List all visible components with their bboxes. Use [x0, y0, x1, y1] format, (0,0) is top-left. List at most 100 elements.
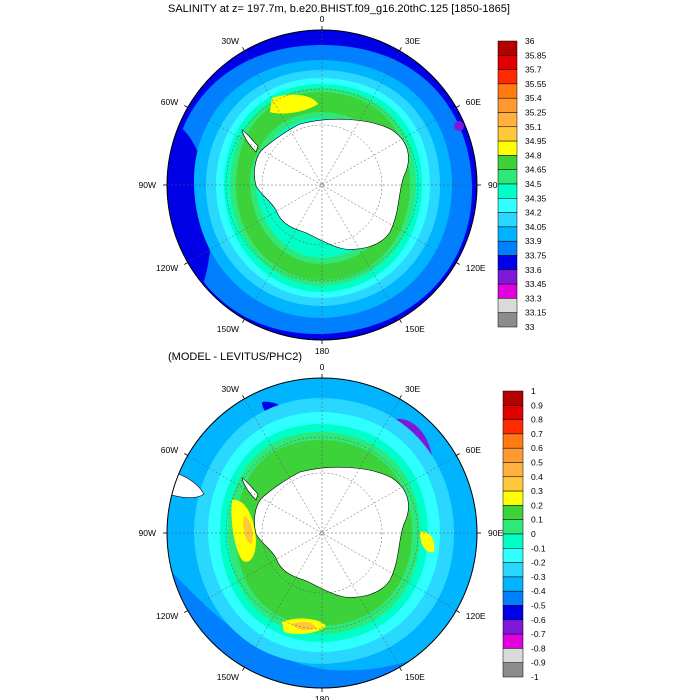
latitude-ring-60-bottom	[225, 436, 419, 630]
bottom-colorbar-swatch	[502, 648, 524, 663]
bottom-colorbar-label: 0.2	[531, 500, 543, 510]
latitude-ring-70-bottom	[261, 472, 383, 594]
bottom-colorbar-label: 0.1	[531, 515, 543, 525]
bottom-colorbar-swatch	[502, 405, 524, 420]
top-colorbar-label: 34.95	[525, 136, 547, 146]
top-lon-label: 150W	[217, 324, 239, 334]
bottom-colorbar-swatch	[502, 662, 524, 678]
top-colorbar-label: 34.8	[525, 150, 542, 160]
top-colorbar-label: 34.5	[525, 179, 542, 189]
bottom-colorbar: 1 0.9 0.8 0.7 0.6 0.5 0.4 0.3 0.2 0.1 0 -0.1 -0.2 -0.…	[502, 386, 546, 682]
bottom-colorbar-swatch	[502, 519, 524, 535]
top-colorbar-label: 35.4	[525, 93, 542, 103]
top-colorbar-label: 33	[525, 322, 535, 332]
top-map-title: SALINITY at z= 197.7m, b.e20.BHIST.f09_g…	[168, 3, 510, 15]
top-colorbar-label: 33.3	[525, 293, 542, 303]
bottom-lon-label: 120E	[466, 611, 486, 621]
bottom-map-title: (MODEL - LEVITUS/PHC2)	[168, 351, 303, 363]
bottom-colorbar-swatch	[502, 462, 524, 478]
top-colorbar-label: 35.1	[525, 122, 542, 132]
diff-max-west-core	[243, 516, 253, 544]
top-lon-label: 90E	[488, 180, 503, 190]
bottom-colorbar-label: 0.5	[531, 458, 543, 468]
bottom-colorbar-label: 0	[531, 529, 536, 539]
bottom-colorbar-swatch	[502, 633, 524, 649]
bottom-colorbar-label: -0.9	[531, 658, 546, 668]
bottom-colorbar-swatch	[502, 476, 524, 492]
top-colorbar-label: 35.85	[525, 50, 547, 60]
top-colorbar-label: 34.65	[525, 165, 547, 175]
top-lon-label: 60E	[466, 97, 481, 107]
antarctica-land	[254, 118, 409, 250]
top-colorbar-swatch	[497, 97, 518, 113]
bottom-colorbar-swatch	[502, 562, 524, 578]
antarctic-peninsula-bottom	[241, 477, 259, 501]
top-lon-label: 30E	[405, 36, 420, 46]
bottom-lon-label: 90E	[488, 528, 503, 538]
top-colorbar-label: 33.15	[525, 308, 547, 318]
top-colorbar-label: 35.7	[525, 65, 542, 75]
bottom-colorbar-swatch	[502, 533, 524, 549]
top-colorbar-label: 34.35	[525, 193, 547, 203]
top-lon-label: 120W	[156, 263, 178, 273]
meridian-lines-bottom	[167, 378, 477, 688]
top-colorbar-swatch	[497, 255, 518, 271]
diff-max-west	[231, 499, 256, 562]
top-lon-label: 120E	[466, 263, 486, 273]
bottom-colorbar-label: -0.2	[531, 558, 546, 568]
bottom-lon-label: 60E	[466, 445, 481, 455]
top-colorbar-swatch	[497, 69, 518, 85]
top-lon-label: 60W	[161, 97, 178, 107]
top-colorbar-label: 33.75	[525, 251, 547, 261]
top-colorbar-label: 33.6	[525, 265, 542, 275]
bottom-colorbar-swatch	[502, 390, 524, 406]
bottom-lon-label: 0	[320, 362, 325, 372]
bottom-colorbar-label: -1	[531, 672, 539, 682]
top-colorbar-swatch	[497, 126, 518, 142]
lon-ticks	[163, 26, 481, 344]
bottom-lon-label: 150W	[217, 672, 239, 682]
bottom-colorbar-label: -0.7	[531, 629, 546, 639]
top-colorbar-swatch	[497, 169, 518, 185]
top-lon-label: 90W	[139, 180, 156, 190]
bottom-colorbar-swatch	[502, 490, 524, 506]
top-colorbar: 36 35.85 35.7 35.55 35.4 35.25 35.1 34.95 34.8 34…	[497, 36, 547, 332]
bottom-polar-map: 0 30E 60E 90E 120E 150E 180 150W 120W 90W 60W 30W	[139, 362, 504, 700]
bottom-colorbar-label: -0.5	[531, 601, 546, 611]
bottom-colorbar-label: 0.4	[531, 472, 543, 482]
antarctic-peninsula	[241, 129, 259, 153]
top-colorbar-swatch	[497, 55, 518, 70]
top-colorbar-label: 34.05	[525, 222, 547, 232]
bottom-colorbar-label: -0.4	[531, 586, 546, 596]
bottom-lon-label: 60W	[161, 445, 178, 455]
bottom-colorbar-swatch	[502, 590, 524, 606]
lon-labels-bottom: 0 30E 60E 90E 120E 150E 180 150W 120W 90W 60W 30W	[139, 362, 504, 700]
bottom-lon-label: 30E	[405, 384, 420, 394]
diff-max-south-core	[292, 621, 316, 631]
top-lon-label: 30W	[222, 36, 239, 46]
bottom-colorbar-swatch	[502, 619, 524, 635]
bottom-colorbar-swatch	[502, 419, 524, 435]
bottom-colorbar-swatch	[502, 433, 524, 449]
top-colorbar-swatch	[497, 198, 518, 213]
top-colorbar-swatch	[497, 269, 518, 285]
bottom-colorbar-label: 0.8	[531, 415, 543, 425]
meridian-lines	[167, 30, 477, 340]
diff-max-east	[420, 531, 435, 553]
bottom-colorbar-label: -0.6	[531, 615, 546, 625]
top-colorbar-swatch	[497, 226, 518, 242]
top-colorbar-label: 33.45	[525, 279, 547, 289]
top-colorbar-swatch	[497, 283, 518, 299]
bottom-lon-label: 90W	[139, 528, 156, 538]
bottom-colorbar-swatch	[502, 447, 524, 463]
top-colorbar-swatch	[497, 240, 518, 256]
top-colorbar-swatch	[497, 212, 518, 228]
bottom-lon-label: 180	[315, 694, 329, 700]
top-colorbar-label: 36	[525, 36, 535, 46]
top-colorbar-swatch	[497, 112, 518, 128]
bottom-lon-label: 150E	[405, 672, 425, 682]
top-colorbar-swatch	[497, 183, 518, 199]
bottom-colorbar-swatch	[502, 576, 524, 592]
top-colorbar-label: 35.25	[525, 108, 547, 118]
